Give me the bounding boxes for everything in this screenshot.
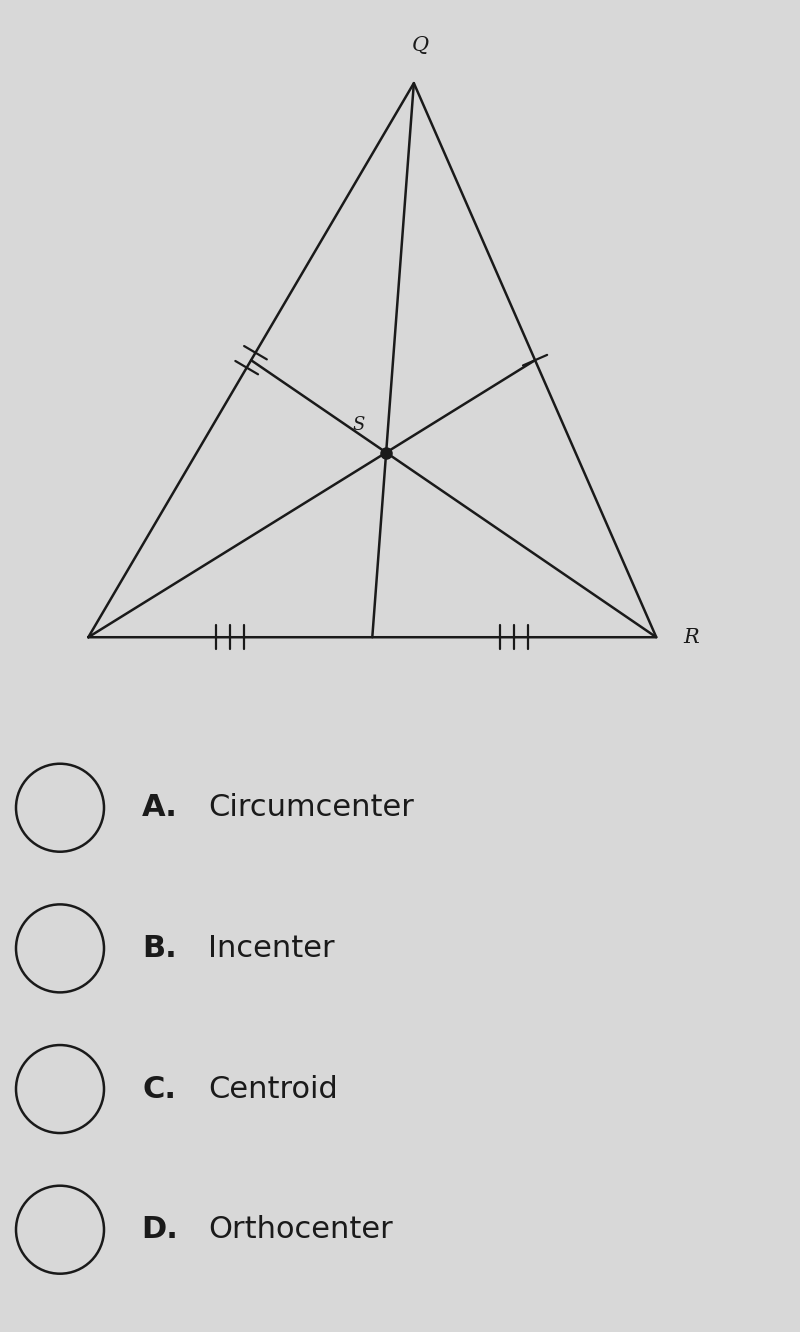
Text: R: R [683, 627, 698, 647]
Text: A.: A. [142, 794, 178, 822]
Text: Orthocenter: Orthocenter [208, 1215, 393, 1244]
Text: S: S [352, 416, 365, 434]
Text: Q: Q [412, 36, 430, 56]
Text: Circumcenter: Circumcenter [208, 794, 414, 822]
Text: Centroid: Centroid [208, 1075, 338, 1103]
Text: D.: D. [142, 1215, 178, 1244]
Text: Incenter: Incenter [208, 934, 334, 963]
Text: B.: B. [142, 934, 178, 963]
Text: C.: C. [143, 1075, 177, 1103]
